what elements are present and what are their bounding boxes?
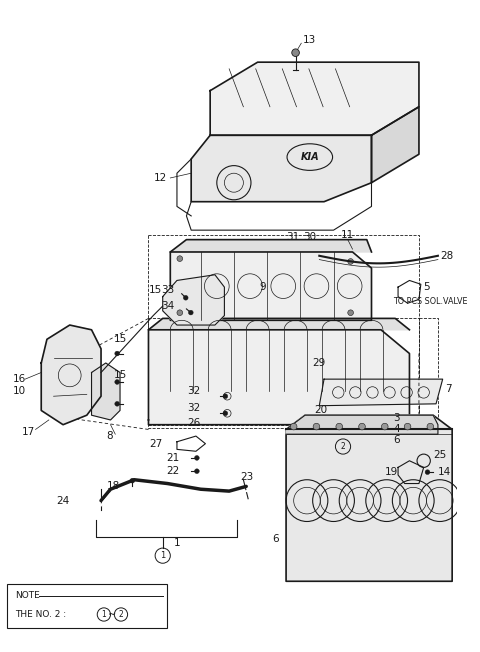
- Text: 26: 26: [187, 418, 201, 428]
- Circle shape: [130, 479, 135, 483]
- Circle shape: [115, 402, 120, 406]
- Text: 34: 34: [161, 301, 174, 311]
- Text: 30: 30: [303, 232, 316, 242]
- Text: 2: 2: [119, 610, 123, 619]
- Text: 15: 15: [113, 334, 127, 344]
- Text: 17: 17: [22, 427, 36, 437]
- Circle shape: [427, 423, 433, 430]
- Text: 13: 13: [303, 35, 316, 46]
- Text: KIA: KIA: [300, 152, 319, 162]
- Circle shape: [194, 456, 199, 460]
- Circle shape: [177, 310, 183, 316]
- Text: 27: 27: [149, 439, 163, 449]
- Polygon shape: [319, 379, 443, 406]
- Circle shape: [313, 423, 320, 430]
- Text: 15: 15: [148, 285, 162, 295]
- Circle shape: [348, 310, 353, 316]
- Text: 28: 28: [440, 251, 453, 261]
- Text: 1: 1: [160, 551, 165, 560]
- Text: NOTE: NOTE: [15, 591, 39, 600]
- Text: ~: ~: [108, 610, 117, 619]
- Polygon shape: [286, 415, 438, 434]
- Text: 3: 3: [393, 413, 400, 423]
- Circle shape: [115, 351, 120, 356]
- Text: 32: 32: [187, 387, 201, 396]
- Polygon shape: [148, 330, 409, 424]
- Polygon shape: [372, 107, 419, 183]
- Polygon shape: [210, 62, 419, 135]
- Text: 12: 12: [154, 173, 168, 183]
- Polygon shape: [41, 325, 101, 424]
- Text: 33: 33: [161, 285, 174, 295]
- Text: 8: 8: [106, 431, 112, 441]
- Text: 23: 23: [240, 472, 254, 482]
- Text: 15: 15: [113, 370, 127, 380]
- Text: 2: 2: [341, 442, 346, 451]
- Polygon shape: [148, 318, 409, 330]
- Text: 1: 1: [101, 610, 106, 619]
- Text: 9: 9: [260, 282, 266, 292]
- Circle shape: [223, 394, 228, 398]
- Text: THE NO. 2 :: THE NO. 2 :: [15, 610, 69, 619]
- Text: 32: 32: [187, 403, 201, 413]
- Text: 10: 10: [13, 387, 26, 396]
- Bar: [148, 235, 419, 424]
- Circle shape: [115, 379, 120, 385]
- Circle shape: [382, 423, 388, 430]
- Text: 14: 14: [438, 467, 451, 477]
- Bar: [148, 318, 419, 428]
- Circle shape: [177, 256, 183, 261]
- Circle shape: [359, 423, 365, 430]
- Text: 19: 19: [385, 467, 398, 477]
- Circle shape: [404, 423, 411, 430]
- Text: 16: 16: [13, 374, 26, 384]
- Text: 22: 22: [167, 466, 180, 476]
- Text: 6: 6: [272, 533, 278, 544]
- Polygon shape: [191, 135, 372, 201]
- Circle shape: [189, 310, 193, 315]
- Text: 29: 29: [312, 358, 326, 368]
- Text: 25: 25: [433, 450, 446, 460]
- Text: 21: 21: [167, 453, 180, 463]
- Circle shape: [223, 411, 228, 416]
- FancyBboxPatch shape: [7, 584, 168, 628]
- Text: 6: 6: [393, 435, 400, 445]
- Text: 5: 5: [424, 282, 430, 292]
- Polygon shape: [170, 240, 372, 252]
- Text: 4: 4: [393, 424, 400, 434]
- Circle shape: [290, 423, 297, 430]
- Circle shape: [292, 49, 300, 57]
- Text: 11: 11: [341, 230, 354, 240]
- Text: 18: 18: [107, 481, 120, 492]
- Text: 1: 1: [174, 539, 181, 548]
- Polygon shape: [286, 415, 452, 582]
- Circle shape: [425, 470, 430, 475]
- Circle shape: [183, 295, 188, 300]
- Polygon shape: [163, 274, 225, 325]
- Circle shape: [336, 423, 343, 430]
- Circle shape: [348, 259, 353, 264]
- Text: 24: 24: [57, 496, 70, 505]
- Text: 20: 20: [314, 406, 328, 415]
- Circle shape: [194, 469, 199, 473]
- Text: TO PCS SOL.VALVE: TO PCS SOL.VALVE: [393, 297, 468, 306]
- Text: 7: 7: [445, 383, 452, 394]
- Text: 31: 31: [286, 232, 300, 242]
- Polygon shape: [170, 252, 372, 320]
- Polygon shape: [92, 363, 120, 420]
